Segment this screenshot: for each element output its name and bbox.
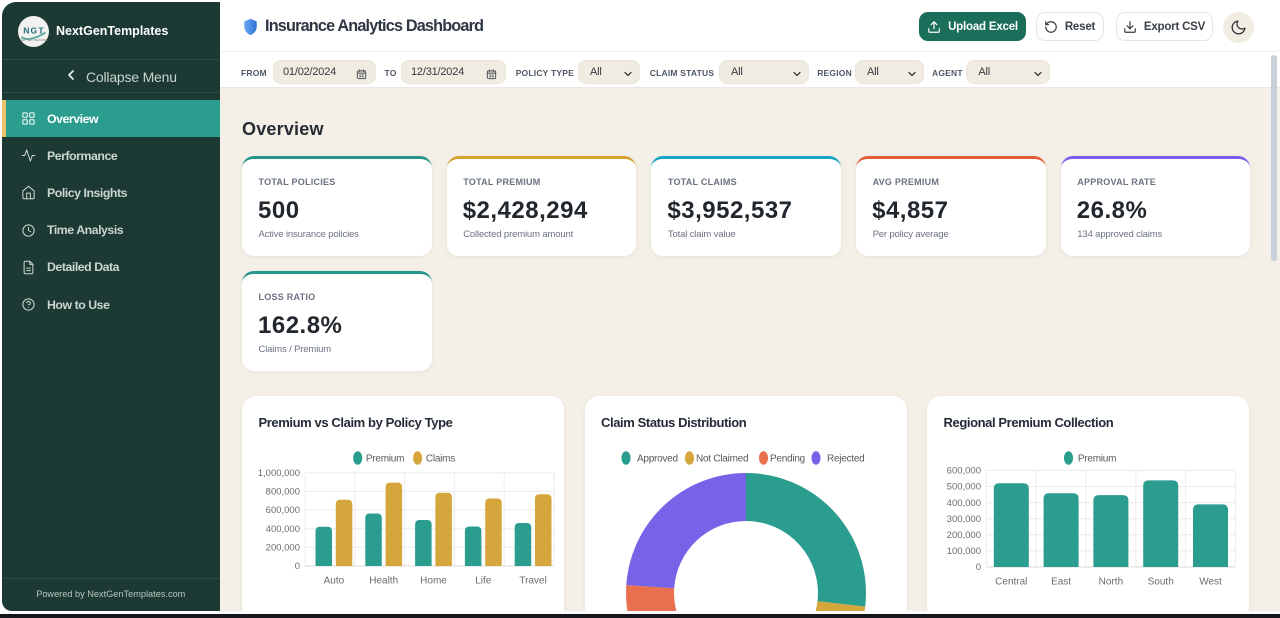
svg-text:Pending: Pending (770, 454, 805, 465)
svg-text:0: 0 (976, 562, 981, 573)
svg-text:500,000: 500,000 (947, 482, 981, 493)
svg-text:Rejected: Rejected (827, 454, 864, 465)
svg-text:200,000: 200,000 (947, 530, 981, 541)
svg-text:600,000: 600,000 (266, 505, 300, 516)
svg-text:800,000: 800,000 (266, 487, 300, 498)
svg-text:West: West (1199, 577, 1222, 588)
svg-text:Not Claimed: Not Claimed (696, 454, 748, 465)
svg-text:600,000: 600,000 (947, 466, 981, 477)
svg-text:Central: Central (995, 577, 1027, 588)
svg-text:Health: Health (369, 576, 398, 587)
svg-text:Life: Life (475, 576, 492, 587)
svg-text:200,000: 200,000 (266, 543, 300, 554)
svg-text:300,000: 300,000 (947, 514, 981, 525)
svg-text:Claims: Claims (426, 454, 455, 465)
svg-text:400,000: 400,000 (266, 524, 300, 535)
svg-text:Auto: Auto (324, 576, 345, 587)
svg-text:South: South (1148, 577, 1174, 588)
svg-text:Premium: Premium (366, 454, 404, 465)
svg-text:NGT: NGT (23, 25, 45, 35)
svg-text:400,000: 400,000 (947, 498, 981, 509)
svg-text:Travel: Travel (519, 576, 546, 587)
svg-text:Home: Home (420, 576, 447, 587)
svg-text:1,000,000: 1,000,000 (258, 468, 300, 479)
svg-text:Approved: Approved (637, 454, 678, 465)
svg-text:0: 0 (295, 561, 300, 572)
svg-text:Premium: Premium (1078, 454, 1116, 465)
svg-text:North: North (1099, 577, 1123, 588)
svg-text:East: East (1051, 577, 1071, 588)
svg-text:100,000: 100,000 (947, 546, 981, 557)
svg-text:NEXT GEN TEMPLATES: NEXT GEN TEMPLATES (20, 38, 47, 41)
